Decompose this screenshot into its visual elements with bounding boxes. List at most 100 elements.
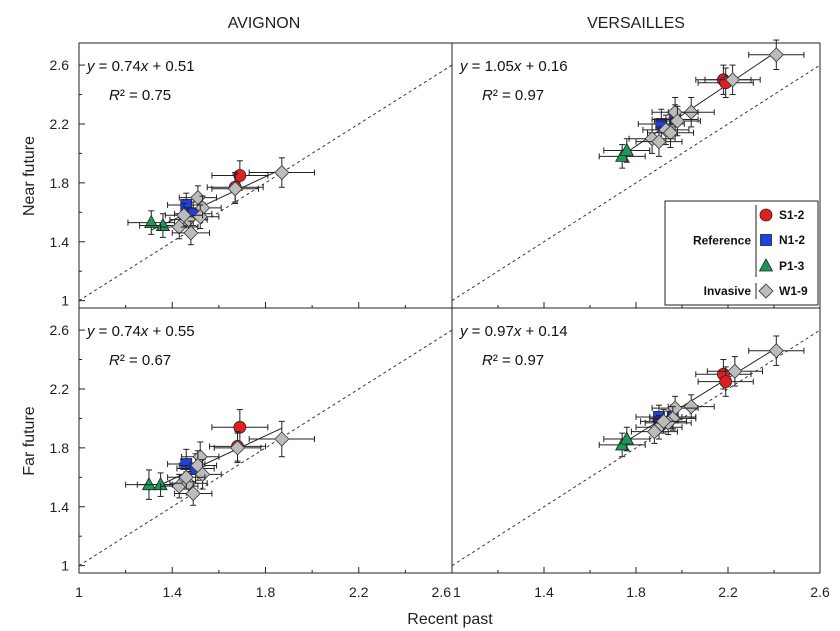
r-squared: R² = 0.75 (109, 87, 171, 104)
legend: Reference Invasive S1-2 N1-2 P1-3 W1-9 (664, 200, 819, 306)
x-tick-label: 2.2 (349, 584, 369, 600)
eq-y: y (459, 58, 469, 75)
legend-group-invasive: Invasive (704, 284, 752, 298)
marker-w (768, 343, 784, 359)
panel-versailles-far: y = 0.97x + 0.14 R² = 0.97 (451, 307, 821, 574)
y-tick-label: 1.4 (50, 234, 70, 250)
marker-w (727, 363, 743, 379)
y-tick-label: 1.4 (50, 499, 70, 515)
data-point-w (248, 157, 315, 188)
data-point-w (748, 39, 805, 70)
y-tick-label: 1 (61, 293, 69, 309)
marker-w (646, 424, 662, 440)
eq-x: x (140, 323, 149, 340)
marker-w (656, 413, 672, 429)
marker-w (183, 225, 199, 241)
marker-p (141, 476, 157, 491)
data-point-w (213, 432, 262, 464)
y-tick-labels: 1 1.4 1.8 2.2 2.6 1 1.4 1.8 2.2 2.6 (50, 57, 70, 574)
data-point-p (603, 138, 651, 163)
data-point-w (635, 126, 683, 157)
eq-tail: + 0.55 (148, 323, 194, 340)
x-tick-labels: 1 1.4 1.8 2.2 2.6 1 1.4 1.8 2.2 2.6 (75, 584, 830, 600)
marker-w (229, 440, 246, 456)
marker-p (758, 258, 774, 272)
eq-x: x (513, 58, 522, 75)
marker-p (144, 214, 159, 229)
y-tick-label: 2.2 (50, 116, 70, 132)
data-point-w (704, 64, 761, 96)
eq-y: y (86, 58, 96, 75)
eq-tail: + 0.16 (521, 58, 567, 75)
regression-line (621, 347, 777, 445)
data-point-w (748, 335, 805, 366)
eq-x: x (140, 58, 149, 75)
legend-entry-n: N1-2 (779, 233, 805, 247)
marker-w (194, 466, 211, 482)
data-point-w (667, 394, 715, 419)
eq-mid: = 1.05 (468, 58, 514, 75)
marker-w (651, 134, 667, 150)
identity-line (79, 329, 452, 567)
r2-r: R (482, 87, 493, 104)
marker-w (274, 431, 290, 447)
r2-r: R (109, 352, 120, 369)
legend-entry-w: W1-9 (779, 284, 808, 298)
eq-tail: + 0.14 (521, 323, 567, 340)
eq-tail: + 0.51 (148, 58, 194, 75)
eq-mid: = 0.97 (468, 323, 514, 340)
eq-y: y (86, 323, 96, 340)
marker-w (669, 113, 685, 129)
y-tick-label: 1 (61, 558, 69, 574)
marker-w (683, 399, 699, 415)
marker-w (758, 283, 774, 299)
panel-avignon-far: y = 0.74x + 0.55 R² = 0.67 (78, 307, 453, 574)
row-label-far-future: Far future (21, 406, 38, 475)
data-point-p (598, 432, 646, 458)
data-point-w (211, 173, 260, 204)
regression-equation: y = 0.74x + 0.55 (86, 323, 195, 340)
x-tick-label: 2.6 (432, 584, 452, 600)
row-label-near-future: Near future (21, 136, 38, 216)
data-point-w (164, 202, 204, 228)
regression-line (621, 51, 777, 156)
marker-n (760, 234, 772, 246)
identity-line (452, 329, 820, 567)
data-point-w (630, 419, 678, 444)
marker-s (759, 208, 773, 222)
x-tick-label: 1.4 (534, 584, 554, 600)
data-point-s (211, 409, 269, 446)
column-title-versailles: VERSAILLES (587, 15, 685, 32)
panel-frame (78, 307, 453, 574)
y-tick-label: 1.8 (50, 175, 70, 191)
eq-mid: = 0.74 (95, 323, 141, 340)
identity-line (79, 64, 452, 302)
r2-rest: ² = 0.97 (493, 352, 544, 369)
marker-w (185, 485, 201, 502)
r2-rest: ² = 0.97 (493, 87, 544, 104)
x-tick-label: 1 (75, 584, 83, 600)
data-point-w (167, 465, 206, 490)
y-tick-label: 2.2 (50, 381, 70, 397)
y-tick-label: 2.6 (50, 322, 70, 338)
regression-equation: y = 1.05x + 0.16 (459, 58, 568, 75)
marker-s (719, 375, 733, 389)
legend-entry-s: S1-2 (779, 208, 805, 222)
r2-r: R (482, 352, 493, 369)
eq-x: x (513, 323, 522, 340)
marker-w (178, 469, 194, 485)
marker-w (192, 209, 208, 225)
data-point-w (640, 409, 688, 434)
x-tick-label: 2.2 (718, 584, 738, 600)
column-title-avignon: AVIGNON (228, 15, 301, 32)
y-tick-label: 2.6 (50, 57, 70, 73)
data-point-s (697, 366, 754, 397)
panel-frame (451, 307, 821, 574)
marker-w (274, 164, 290, 181)
data-point-p (603, 426, 651, 452)
identity-line (452, 64, 820, 302)
data-point-p (127, 210, 176, 235)
legend-box (664, 200, 819, 306)
regression-line (148, 427, 283, 491)
r2-rest: ² = 0.75 (120, 87, 171, 104)
